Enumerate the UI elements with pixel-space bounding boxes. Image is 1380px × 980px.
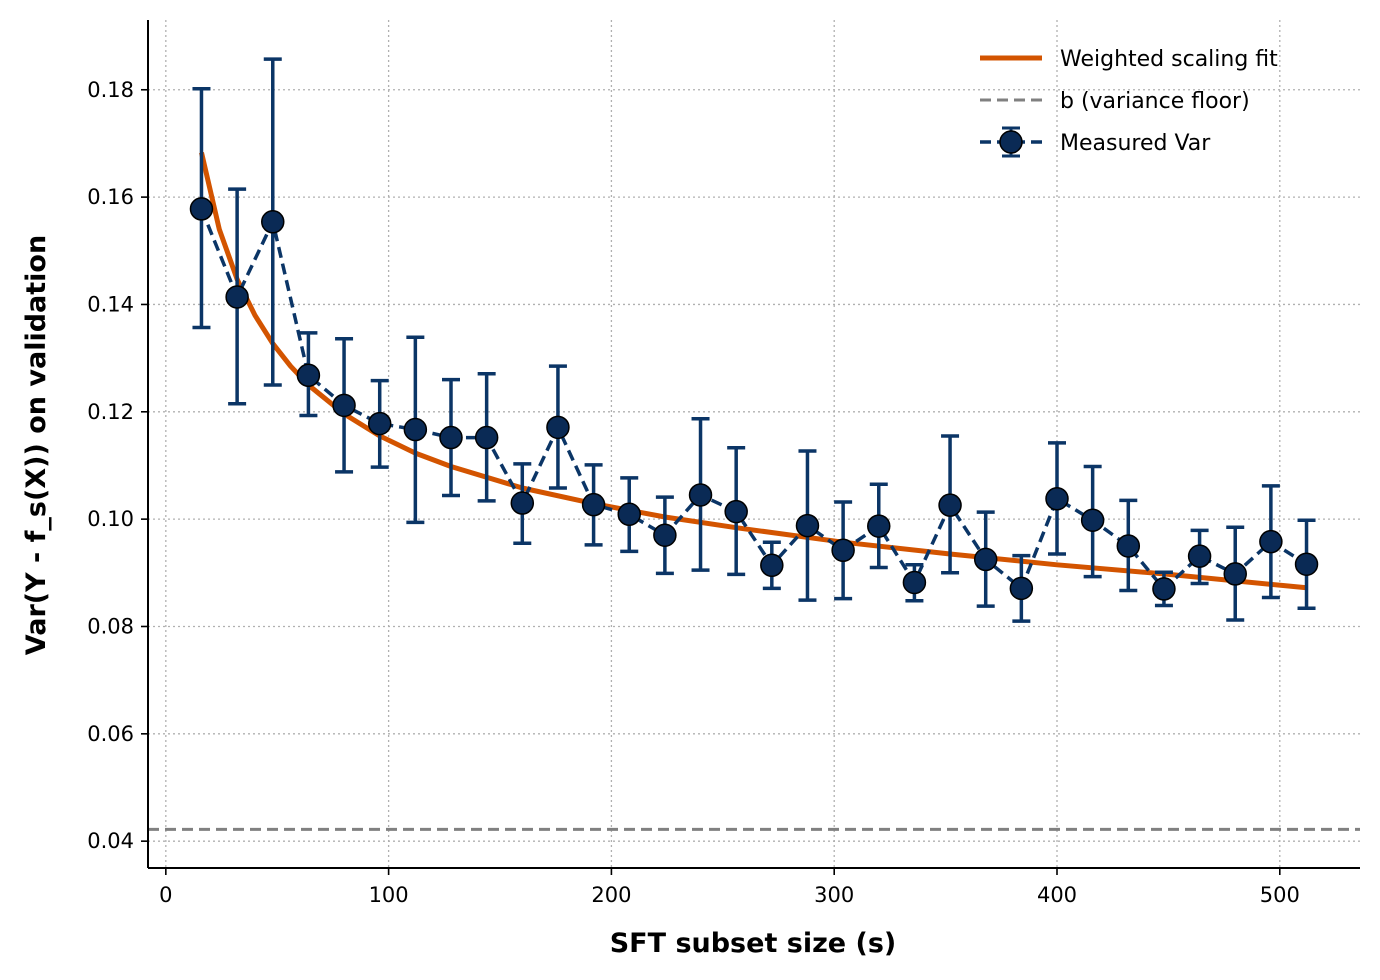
data-point [1116,534,1141,558]
data-point [1259,529,1283,554]
legend-floor-label: b (variance floor) [1060,89,1250,114]
data-point [189,197,214,221]
fit-layer [199,152,1307,591]
data-point [474,425,499,450]
y-tick-label: 0.10 [87,507,134,531]
y-tick-label: 0.12 [87,400,134,424]
data-point [831,538,855,563]
grid-lines [148,20,1360,868]
data-point [1187,544,1212,568]
data-point [760,553,784,578]
x-tick-label: 500 [1260,883,1300,907]
data-point [546,415,570,440]
x-axis-title: SFT subset size (s) [610,928,897,959]
tick-labels: 0 100 200 300 400 500 0.04 0.06 0.08 0.10 0.12 0.14… [87,78,1300,907]
data-point [973,547,998,572]
fit-curve [199,152,1307,591]
data-point [688,483,713,507]
data-point [724,499,748,524]
y-tick-label: 0.16 [87,185,134,209]
legend-measured-label: Measured Var [1060,131,1211,156]
legend-measured-marker [999,130,1023,154]
data-point [617,502,641,527]
x-tick-label: 200 [591,883,631,907]
y-tick-label: 0.08 [87,614,134,638]
axes [141,20,1360,875]
y-tick-label: 0.14 [87,292,134,316]
x-tick-label: 400 [1037,883,1077,907]
x-tick-label: 100 [369,883,409,907]
y-tick-label: 0.06 [87,722,134,746]
data-point [1294,552,1319,576]
data-point [581,492,606,517]
data-point [367,411,392,436]
x-tick-label: 0 [159,883,172,907]
data-point [510,491,535,515]
data-point [795,513,820,538]
legend-fit-label: Weighted scaling fit [1060,47,1278,72]
y-axis-title: Var(Y - f_s(X)) on validation [21,235,52,655]
data-point [902,570,927,595]
data-point [1045,486,1069,511]
data-point [1152,577,1176,601]
data-point [439,425,463,450]
data-point [867,514,891,538]
measured-series [189,197,1319,601]
y-tick-label: 0.18 [87,78,134,102]
data-point [332,393,356,418]
data-point [1223,562,1247,586]
data-point [261,210,285,234]
data-point [938,493,962,517]
data-point [225,285,249,309]
data-point [403,417,428,442]
legend: Weighted scaling fit b (variance floor) … [980,47,1278,158]
data-point [296,363,321,388]
data-point [653,523,677,547]
data-point [1009,576,1034,601]
data-point [1080,508,1105,532]
x-tick-label: 300 [814,883,854,907]
y-tick-label: 0.04 [87,829,134,853]
